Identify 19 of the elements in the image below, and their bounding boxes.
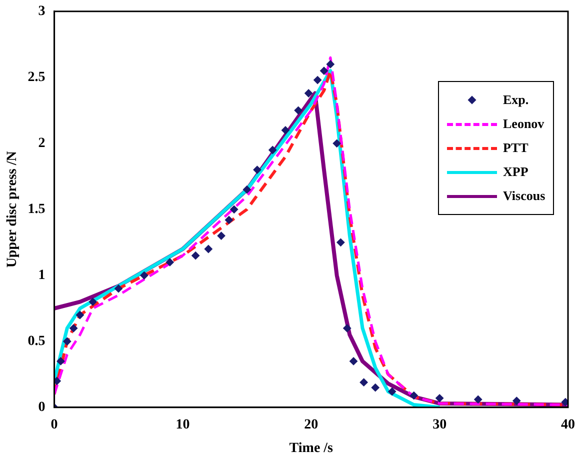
legend-label: Leonov (503, 116, 544, 132)
legend-label: Exp. (503, 92, 529, 108)
y-tick-label: 3 (38, 4, 46, 20)
y-tick-label: 2 (38, 136, 46, 152)
y-tick-label: 1.5 (28, 202, 46, 218)
x-tick-label: 30 (432, 417, 447, 432)
x-tick-label: 10 (176, 417, 190, 432)
x-tick-label: 0 (50, 417, 58, 432)
legend-label: Viscous (503, 188, 546, 204)
y-axis-title: Upper disc press /N (5, 151, 20, 268)
x-tick-label: 20 (304, 417, 318, 432)
y-tick-label: 0.5 (28, 334, 46, 350)
y-tick-label: 0 (38, 400, 46, 416)
x-axis-title: Time /s (289, 441, 334, 456)
x-tick-label: 40 (561, 417, 575, 432)
legend-label: XPP (503, 164, 528, 180)
y-tick-label: 1 (38, 268, 46, 284)
y-tick-label: 2.5 (28, 70, 46, 86)
legend-label: PTT (503, 140, 528, 156)
